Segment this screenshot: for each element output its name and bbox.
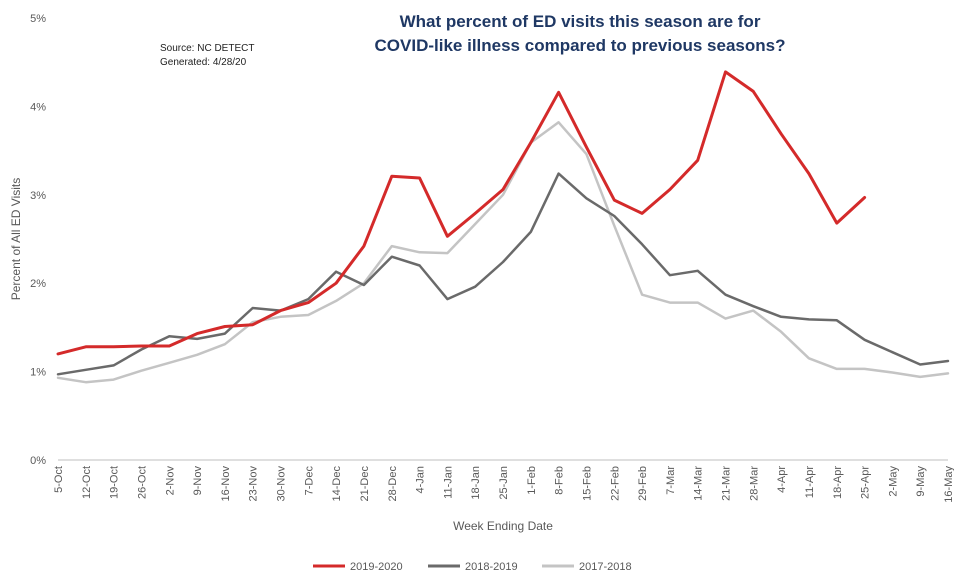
x-tick-label: 4-Jan bbox=[415, 466, 427, 494]
y-tick-label: 5% bbox=[30, 13, 46, 25]
chart-title: What percent of ED visits this season ar… bbox=[330, 10, 830, 58]
x-tick-label: 8-Feb bbox=[554, 466, 566, 495]
source-annotation: Source: NC DETECT Generated: 4/28/20 bbox=[160, 42, 254, 70]
x-tick-label: 12-Oct bbox=[81, 466, 93, 499]
x-tick-label: 9-May bbox=[915, 466, 927, 497]
x-tick-label: 7-Dec bbox=[303, 466, 315, 496]
x-tick-label: 5-Oct bbox=[53, 466, 65, 493]
y-tick-label: 1% bbox=[30, 367, 46, 379]
x-tick-label: 9-Nov bbox=[192, 466, 204, 496]
series-line-2018-2019 bbox=[56, 172, 950, 376]
x-tick-label: 11-Jan bbox=[442, 466, 454, 499]
chart-title-line-1: What percent of ED visits this season ar… bbox=[399, 12, 761, 31]
x-tick-label: 23-Nov bbox=[248, 466, 260, 502]
legend-item: 2017-2018 bbox=[542, 561, 632, 572]
y-axis-title: Percent of All ED Visits bbox=[9, 178, 23, 301]
x-tick-label: 15-Feb bbox=[581, 466, 593, 501]
x-tick-label: 2-May bbox=[887, 466, 899, 497]
x-tick-label: 19-Oct bbox=[109, 466, 121, 499]
legend-item: 2018-2019 bbox=[428, 561, 518, 572]
x-tick-label: 25-Jan bbox=[498, 466, 510, 500]
x-tick-label: 18-Jan bbox=[470, 466, 482, 500]
generated-date-text: Generated: 4/28/20 bbox=[160, 57, 247, 68]
y-tick-label: 4% bbox=[30, 101, 46, 113]
x-tick-label: 25-Apr bbox=[860, 466, 872, 499]
chart-title-line-2: COVID-like illness compared to previous … bbox=[374, 36, 786, 55]
source-text: Source: NC DETECT bbox=[160, 43, 255, 54]
y-tick-label: 3% bbox=[30, 190, 46, 202]
x-tick-label: 2-Nov bbox=[164, 466, 176, 496]
x-tick-label: 28-Mar bbox=[748, 466, 760, 501]
legend-label: 2018-2019 bbox=[465, 561, 518, 572]
x-axis-title: Week Ending Date bbox=[453, 519, 553, 533]
legend-label: 2019-2020 bbox=[350, 561, 403, 572]
x-tick-label: 21-Dec bbox=[359, 466, 371, 502]
legend-label: 2017-2018 bbox=[579, 561, 632, 572]
x-tick-label: 26-Oct bbox=[136, 466, 148, 499]
x-tick-label: 14-Mar bbox=[693, 466, 705, 501]
x-tick-label: 30-Nov bbox=[276, 466, 288, 502]
x-tick-label: 22-Feb bbox=[609, 466, 621, 501]
series-line-2017-2018 bbox=[56, 121, 950, 384]
x-tick-label: 7-Mar bbox=[665, 466, 677, 495]
x-tick-label: 14-Dec bbox=[331, 466, 343, 502]
x-tick-label: 28-Dec bbox=[387, 466, 399, 502]
x-tick-label: 11-Apr bbox=[804, 466, 816, 499]
y-tick-label: 2% bbox=[30, 278, 46, 290]
legend-item: 2019-2020 bbox=[313, 561, 403, 572]
x-tick-label: 29-Feb bbox=[637, 466, 649, 501]
y-tick-label: 0% bbox=[30, 455, 46, 467]
series-line-2019-2020 bbox=[56, 70, 867, 356]
x-tick-label: 1-Feb bbox=[526, 466, 538, 495]
x-tick-label: 4-Apr bbox=[776, 466, 788, 493]
x-tick-label: 21-Mar bbox=[721, 466, 733, 501]
x-tick-label: 18-Apr bbox=[832, 466, 844, 499]
x-tick-label: 16-Nov bbox=[220, 466, 232, 502]
x-tick-label: 16-May bbox=[943, 466, 954, 503]
